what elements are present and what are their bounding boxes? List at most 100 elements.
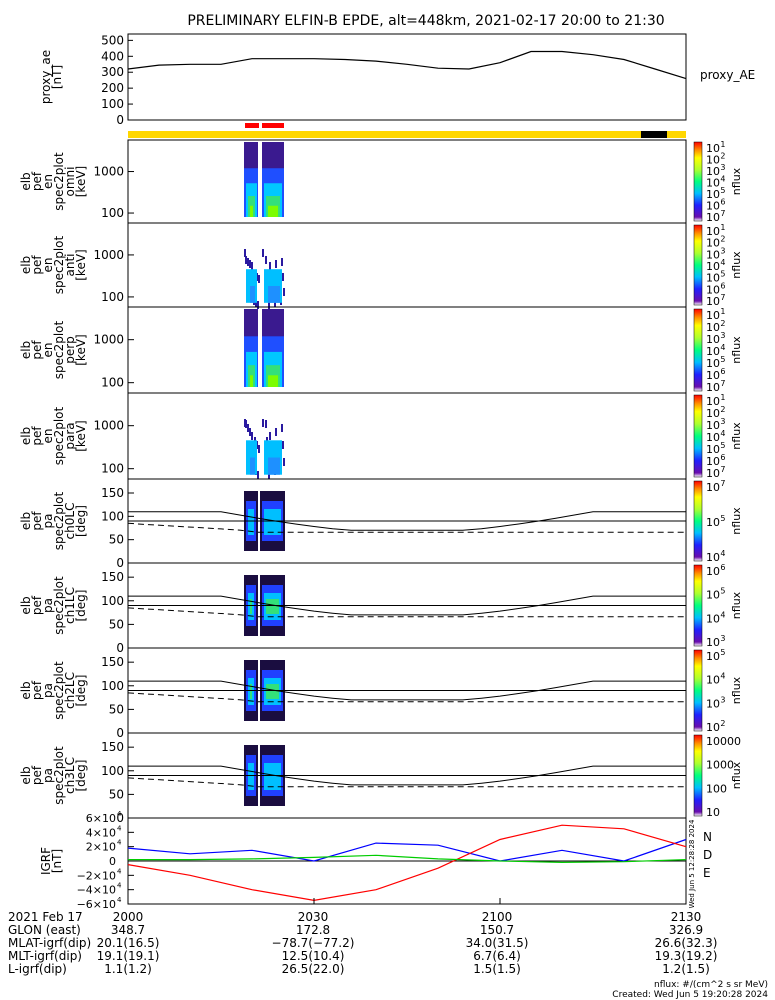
- igrf-ytick-label: 2×10: [86, 841, 116, 854]
- elb_pef_en_spec2plot_anti-zticklabel: 10: [706, 248, 720, 261]
- proxy-ae-label: [nT]: [50, 65, 64, 89]
- elb_pef_en_spec2plot_perp-spectrum-block: [268, 375, 278, 387]
- igrf-label: IGRF: [39, 847, 53, 875]
- elb_pef_pa_spec2plot_ch0LC-colorbar: [693, 480, 703, 562]
- science-zone-marker: [245, 123, 259, 128]
- elb_pef_pa_spec2plot_ch3LC-colorbar: [693, 734, 703, 817]
- elb_pef_en_spec2plot_para-spectrum-speck: [262, 419, 264, 427]
- elb_pef_pa_spec2plot_ch1LC-pa-block: [266, 599, 279, 614]
- proxy-ae-ytick-label: 400: [101, 49, 124, 63]
- elb_pef_pa_spec2plot_ch0LC-ztick-exp: 7: [720, 479, 725, 488]
- elb_pef_pa_spec2plot_ch2LC-pa-block: [250, 684, 252, 699]
- elb_pef_en_spec2plot_perp-ztick-exp: 2: [720, 319, 725, 328]
- elb_pef_pa_spec2plot_ch3LC-zticklabel: 100: [706, 782, 727, 795]
- elb_pef_en_spec2plot_anti-ytick-label: 1000: [93, 248, 124, 262]
- elb_pef_en_spec2plot_omni-frame: [127, 139, 687, 224]
- elb_pef_pa_spec2plot_ch2LC-ytick-label: 0: [116, 726, 124, 740]
- elb_pef_pa_spec2plot_ch1LC-ztick-exp: 5: [720, 587, 725, 596]
- elb_pef_en_spec2plot_omni-colorbar: [693, 141, 703, 222]
- proxy-ae-ytick-label: 100: [101, 97, 124, 111]
- elb_pef_pa_spec2plot_ch1LC-zticklabel: 10: [706, 589, 720, 602]
- elb_pef_en_spec2plot_perp-zticklabel: 10: [706, 333, 720, 346]
- elb_pef_en_spec2plot_para-zticklabel: 10: [706, 455, 720, 468]
- elb_pef_en_spec2plot_omni-label: en: [41, 174, 55, 189]
- elb_pef_en_spec2plot_anti-spectrum-speck: [255, 299, 257, 307]
- footer-row-value: 12.5(10.4): [282, 949, 345, 963]
- elb_pef_en_spec2plot_para-zticklabel: 10: [706, 431, 720, 444]
- elb_pef_en_spec2plot_perp-label: elb: [19, 341, 33, 359]
- elb_pef_pa_spec2plot_ch3LC-zticklabel: 10000: [706, 735, 741, 748]
- elb_pef_en_spec2plot_perp-ztick-exp: 4: [720, 343, 725, 352]
- elb_pef_en_spec2plot_anti-ztick-exp: 5: [720, 270, 725, 279]
- elb_pef_en_spec2plot_omni-ztick-exp: 4: [720, 175, 725, 184]
- elb_pef_en_spec2plot_anti-ytick-label: 100: [101, 290, 124, 304]
- elb_pef_en_spec2plot_anti-label: anti: [63, 254, 77, 277]
- igrf-ytick-label: 6×10: [86, 812, 116, 825]
- elb_pef_pa_spec2plot_ch2LC-label: ch2LC: [63, 672, 77, 709]
- elb_pef_pa_spec2plot_ch2LC-ztick-exp: 5: [720, 648, 725, 657]
- elb_pef_en_spec2plot_para-zticklabel: 10: [706, 443, 720, 456]
- elb_pef_pa_spec2plot_ch2LC-label: spec2plot: [52, 661, 66, 720]
- footer-row-label: MLT-igrf(dip): [8, 949, 82, 963]
- elb_pef_en_spec2plot_anti-zticklabel: 10: [706, 260, 720, 273]
- elb_pef_en_spec2plot_anti-spectrum-speck: [258, 275, 260, 283]
- igrf-ytick-exp: 4: [117, 810, 122, 818]
- elb_pef_en_spec2plot_omni-ytick-label: 100: [101, 206, 124, 220]
- elb_pef_en_spec2plot_para-zticklabel: 10: [706, 419, 720, 432]
- elb_pef_en_spec2plot_omni-zticklabel: 10: [706, 154, 720, 167]
- elb_pef_pa_spec2plot_ch2LC-ztick-exp: 2: [720, 719, 725, 728]
- elb_pef_pa_spec2plot_ch0LC-ytick-label: 50: [109, 533, 124, 547]
- elb_pef_en_spec2plot_anti-label: en: [41, 258, 55, 273]
- igrf-ytick-label: −6×10: [77, 898, 116, 911]
- elb_pef_en_spec2plot_anti-zticklabel: 10: [706, 272, 720, 285]
- elb_pef_pa_spec2plot_ch3LC-pa-block: [264, 763, 281, 790]
- footer-row-value: 2000: [113, 910, 144, 924]
- elb_pef_en_spec2plot_para-spectrum-speck: [251, 432, 253, 440]
- proxy-ae-ytick-label: 200: [101, 81, 124, 95]
- elb_pef_pa_spec2plot_ch0LC-zticklabel: 10: [706, 551, 720, 564]
- footer-row-value: 1.2(1.5): [662, 962, 710, 976]
- plot-title: PRELIMINARY ELFIN-B EPDE, alt=448km, 202…: [187, 13, 664, 29]
- shadow-marker: [641, 131, 667, 138]
- elb_pef_en_spec2plot_omni-zticklabel: 10: [706, 211, 720, 224]
- elb_pef_pa_spec2plot_ch1LC-zticklabel: 10: [706, 612, 720, 625]
- elb_pef_en_spec2plot_omni-zticklabel: 10: [706, 200, 720, 213]
- elb_pef_pa_spec2plot_ch2LC-pa-block: [266, 684, 279, 699]
- elb_pef_en_spec2plot_anti-label: spec2plot: [52, 235, 66, 294]
- elb_pef_pa_spec2plot_ch1LC-label: spec2plot: [52, 576, 66, 635]
- footer-row-value: 2030: [298, 910, 329, 924]
- elb_pef_en_spec2plot_perp-ztick-exp: 1: [720, 307, 725, 316]
- elb_pef_en_spec2plot_perp-zticklabel: 10: [706, 321, 720, 334]
- elb_pef_en_spec2plot_para-ztick-exp: 7: [720, 465, 725, 474]
- elb_pef_en_spec2plot_para-zlabel: nflux: [730, 422, 743, 450]
- created-note: Created: Wed Jun 5 19:20:28 2024: [612, 990, 768, 1000]
- elb_pef_en_spec2plot_anti-spectrum-speck: [257, 301, 259, 309]
- elb_pef_pa_spec2plot_ch1LC-pa-block: [250, 599, 252, 614]
- elb_pef_pa_spec2plot_ch1LC-zticklabel: 10: [706, 636, 720, 649]
- elb_pef_en_spec2plot_para-spectrum-block: [268, 457, 280, 475]
- elb_pef_pa_spec2plot_ch3LC-ytick-label: 150: [101, 740, 124, 754]
- elb_pef_en_spec2plot_omni-ztick-exp: 2: [720, 152, 725, 161]
- igrf-ytick-exp: 4: [117, 867, 122, 875]
- elb_pef_pa_spec2plot_ch1LC-zlabel: nflux: [730, 591, 743, 619]
- footer-row-value: 326.9: [669, 923, 703, 937]
- elb_pef_en_spec2plot_para-colorbar: [693, 394, 703, 478]
- elb_pef_en_spec2plot_omni-zticklabel: 10: [706, 177, 720, 190]
- elb_pef_pa_spec2plot_ch2LC-ytick-label: 100: [101, 679, 124, 693]
- elb_pef_en_spec2plot_perp-spectrum-block: [250, 375, 253, 387]
- elb_pef_en_spec2plot_perp-spectrum: [244, 309, 284, 387]
- elb_pef_en_spec2plot_para-label: en: [41, 429, 55, 444]
- elb_pef_en_spec2plot_para-label: elb: [19, 427, 33, 445]
- proxy-ae-frame: [127, 33, 687, 121]
- elb_pef_pa_spec2plot_ch2LC-label: [deg]: [74, 675, 88, 707]
- elb_pef_pa_spec2plot_ch3LC-label: spec2plot: [52, 746, 66, 805]
- elb_pef_pa_spec2plot_ch1LC-loss-cone: [128, 595, 686, 616]
- elb_pef_en_spec2plot_perp-label: en: [41, 343, 55, 358]
- elb_pef_pa_spec2plot_ch2LC-zlabel: nflux: [730, 676, 743, 704]
- elb_pef_en_spec2plot_anti-ztick-exp: 4: [720, 258, 725, 267]
- elb_pef_pa_spec2plot_ch1LC-ytick-label: 0: [116, 641, 124, 655]
- elb_pef_en_spec2plot_omni-ztick-exp: 1: [720, 140, 725, 149]
- elb_pef_pa_spec2plot_ch1LC-ztick-exp: 4: [720, 610, 725, 619]
- elb_pef_en_spec2plot_perp-zticklabel: 10: [706, 381, 720, 394]
- elb_pef_pa_spec2plot_ch3LC-ytick-label: 50: [109, 787, 124, 801]
